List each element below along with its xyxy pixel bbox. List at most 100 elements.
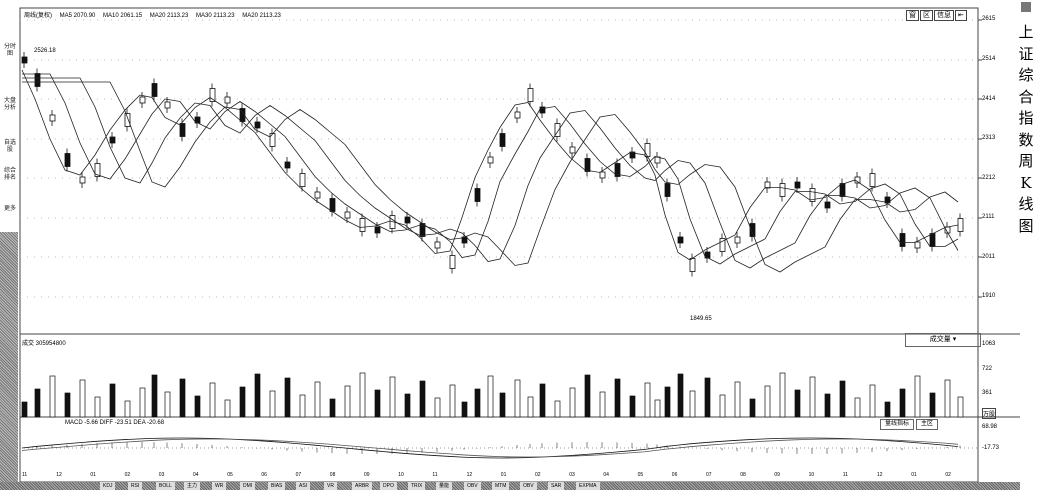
indicator-tab[interactable]: SAR: [548, 482, 565, 490]
candle-body: [139, 96, 146, 104]
indicator-tab[interactable]: ASI: [296, 482, 311, 490]
indicator-tab[interactable]: TRIX: [408, 482, 426, 490]
high-annotation: 2526.18: [34, 48, 56, 54]
price-axis-label: 2111: [982, 214, 995, 220]
sidebar-item-more[interactable]: 更多: [3, 206, 16, 212]
square-icon: [1021, 2, 1031, 12]
sidebar-item-ranking[interactable]: 综合排名: [3, 168, 16, 181]
volume-bar: [794, 389, 801, 418]
date-tick-label: 03: [158, 472, 165, 478]
indicator-tab[interactable]: BIAS: [268, 482, 286, 490]
volume-selector[interactable]: 成交量 ▾: [905, 333, 981, 347]
volume-bar: [419, 380, 426, 418]
sidebar-item-watchlist[interactable]: 自选股: [3, 140, 16, 153]
indicator-tab[interactable]: VR: [324, 482, 337, 490]
candle-body: [449, 255, 456, 269]
candle-body: [839, 183, 846, 197]
candle-body: [527, 88, 534, 102]
volume-bar: [124, 400, 131, 418]
date-tick-label: 02: [945, 472, 951, 478]
indicator-tab[interactable]: DPO: [380, 482, 397, 490]
candle-body: [254, 121, 261, 129]
info-button[interactable]: 信息: [934, 10, 954, 21]
indicator-tab[interactable]: ARBR: [352, 482, 372, 490]
indicator-tab[interactable]: KDJ: [100, 482, 116, 490]
candle-body: [109, 136, 116, 144]
sidebar-item-market[interactable]: 大盘分析: [3, 98, 16, 111]
window-buttons: 窗 区 信息 ⇤: [906, 10, 967, 21]
date-tick-label: 03: [569, 472, 575, 478]
indicator-tab[interactable]: RSI: [128, 482, 143, 490]
indicator-tab[interactable]: WR: [212, 482, 227, 490]
indicator-tab[interactable]: DMI: [240, 482, 256, 490]
date-tick-label: 12: [466, 472, 473, 478]
indicator-tab[interactable]: OBV: [520, 482, 537, 490]
candle-body: [689, 258, 696, 272]
volume-bar: [139, 387, 146, 418]
back-arrow-icon[interactable]: ⇤: [955, 10, 967, 21]
window-button[interactable]: 区: [920, 10, 933, 21]
volume-bar: [944, 379, 951, 418]
indicator-tab[interactable]: EXPMA: [576, 482, 600, 490]
candle-body: [584, 158, 591, 172]
indicator-tab[interactable]: BOLL: [156, 482, 175, 490]
candle-body: [614, 163, 621, 177]
volume-bar: [539, 383, 546, 418]
sidebar-item-timeshare[interactable]: 分时图: [3, 44, 16, 57]
candle-body: [151, 83, 158, 97]
candle-body: [719, 238, 726, 252]
volume-bar: [461, 401, 468, 418]
candle-body: [869, 173, 876, 187]
volume-bar: [94, 396, 101, 418]
date-tick-label: 08: [740, 472, 746, 478]
candle-body: [404, 216, 411, 224]
main-area-button[interactable]: 主区: [916, 419, 939, 430]
volume-bar: [957, 396, 964, 418]
date-tick-label: 02: [535, 472, 541, 478]
candle-body: [34, 73, 41, 87]
volume-bar: [824, 393, 831, 418]
volume-bar: [434, 397, 441, 418]
price-axis-label: 2011: [982, 254, 995, 260]
indicator-tab[interactable]: OBV: [464, 482, 481, 490]
volume-axis-label: 361: [982, 390, 993, 396]
indicator-tab[interactable]: 量能: [436, 482, 453, 490]
date-tick-label: 01: [90, 472, 96, 478]
volume-bar: [554, 400, 561, 418]
volume-bar: [179, 378, 186, 418]
volume-bar: [584, 374, 591, 418]
volume-bar: [569, 387, 576, 418]
volume-bar: [899, 388, 906, 418]
candle-body: [929, 233, 936, 247]
candle-body: [209, 88, 216, 102]
volume-bar: [854, 397, 861, 418]
volume-bar: [344, 385, 351, 418]
volume-bar: [194, 395, 201, 418]
candle-body: [487, 156, 494, 164]
indicator-tab[interactable]: 主力: [184, 482, 201, 490]
macd-buttons: 量线指标 主区: [880, 419, 939, 430]
candle-body: [764, 181, 771, 189]
volume-bar: [314, 381, 321, 418]
candle-body: [124, 113, 131, 127]
candle-body: [329, 198, 336, 212]
low-annotation: 1849.65: [690, 316, 712, 322]
candle-body: [179, 123, 186, 137]
price-axis-label: 2414: [982, 96, 996, 102]
window-button[interactable]: 窗: [906, 10, 919, 21]
volume-bar: [284, 377, 291, 418]
volume-bar: [499, 392, 506, 418]
candle-body: [749, 223, 756, 237]
indicator-button[interactable]: 量线指标: [880, 419, 915, 430]
volume-axis-label: 1063: [982, 341, 996, 347]
indicator-tab[interactable]: MTM: [492, 482, 510, 490]
candle-body: [94, 163, 101, 177]
volume-bar: [109, 383, 116, 418]
volume-bar: [779, 372, 786, 418]
legend-ma5: MA5 2070.90: [59, 13, 96, 19]
candle-body: [599, 171, 606, 179]
volume-bar: [224, 399, 231, 418]
date-tick-label: 11: [22, 472, 28, 478]
candle-body: [434, 241, 441, 249]
candle-body: [269, 133, 276, 147]
